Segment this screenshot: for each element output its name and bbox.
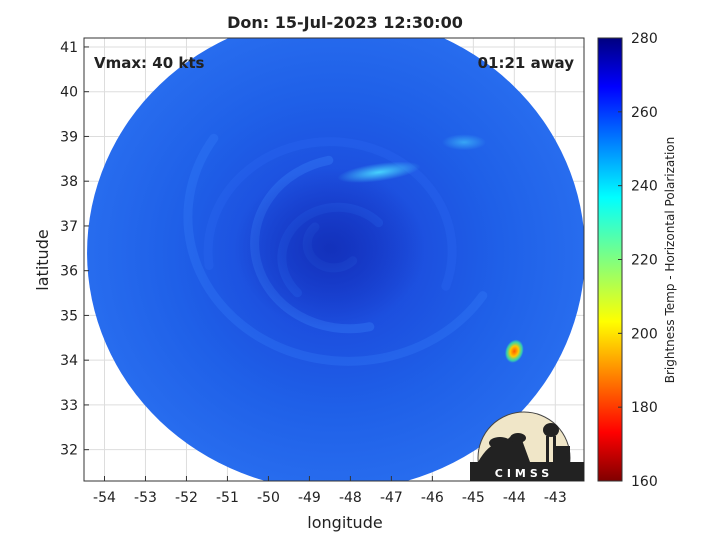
rain-band: [203, 137, 457, 291]
y-tick-label: 34: [60, 353, 78, 369]
swath-layer: [87, 38, 584, 481]
y-tick-label: 39: [60, 129, 78, 145]
y-tick-label: 38: [60, 174, 78, 190]
rain-band: [183, 133, 488, 366]
y-tick-label: 32: [60, 443, 78, 459]
x-tick-label: -52: [175, 490, 198, 506]
hot-spot: [504, 339, 524, 363]
cimss-logo: CIMSS: [470, 411, 584, 481]
y-axis-label: latitude: [33, 229, 52, 290]
warm-band: [337, 161, 421, 183]
y-tick-label: 41: [60, 40, 78, 56]
x-tick-label: -48: [339, 490, 362, 506]
y-tick-label: 37: [60, 219, 78, 235]
x-axis-ticks: -54 -53 -52 -51 -50 -49 -48 -47 -46 -45 -44 -43: [93, 476, 567, 506]
colorbar-label: Brightness Temp - Horizontal Polarizatio…: [663, 137, 677, 384]
x-tick-label: -45: [462, 490, 485, 506]
y-tick-label: 40: [60, 85, 78, 101]
logo-text: CIMSS: [495, 467, 553, 480]
colorbar-tick-label: 260: [631, 105, 658, 121]
x-tick-label: -49: [298, 490, 321, 506]
x-axis-label: longitude: [307, 513, 382, 532]
colorbar-tick-label: 280: [631, 31, 658, 47]
y-tick-label: 33: [60, 398, 78, 414]
colorbar-tick-label: 180: [631, 400, 658, 416]
y-tick-label: 36: [60, 264, 78, 280]
colorbar-tick-label: 200: [631, 326, 658, 342]
time-away-annotation: 01:21 away: [478, 54, 575, 72]
x-tick-label: -47: [380, 490, 403, 506]
x-tick-label: -44: [503, 490, 526, 506]
warm-band: [442, 134, 487, 151]
x-tick-label: -51: [216, 490, 239, 506]
y-axis-ticks: 32 33 34 35 36 37 38 39 40 41: [60, 40, 89, 459]
colorbar-ticks: 160 180 200 220 240 260 280: [618, 31, 658, 490]
colorbar-tick-label: 220: [631, 253, 658, 269]
x-tick-label: -50: [257, 490, 280, 506]
vmax-annotation: Vmax: 40 kts: [94, 54, 204, 72]
plot-border: [83, 37, 585, 482]
chart-title: Don: 15-Jul-2023 12:30:00: [227, 13, 463, 32]
x-tick-label: -53: [134, 490, 157, 506]
storm-center: [234, 168, 425, 329]
x-tick-label: -46: [421, 490, 444, 506]
x-tick-label: -43: [544, 490, 567, 506]
colorbar-tick-label: 240: [631, 179, 658, 195]
colorbar-tick-label: 160: [631, 474, 658, 490]
x-tick-label: -54: [93, 490, 116, 506]
y-tick-label: 35: [60, 308, 78, 324]
